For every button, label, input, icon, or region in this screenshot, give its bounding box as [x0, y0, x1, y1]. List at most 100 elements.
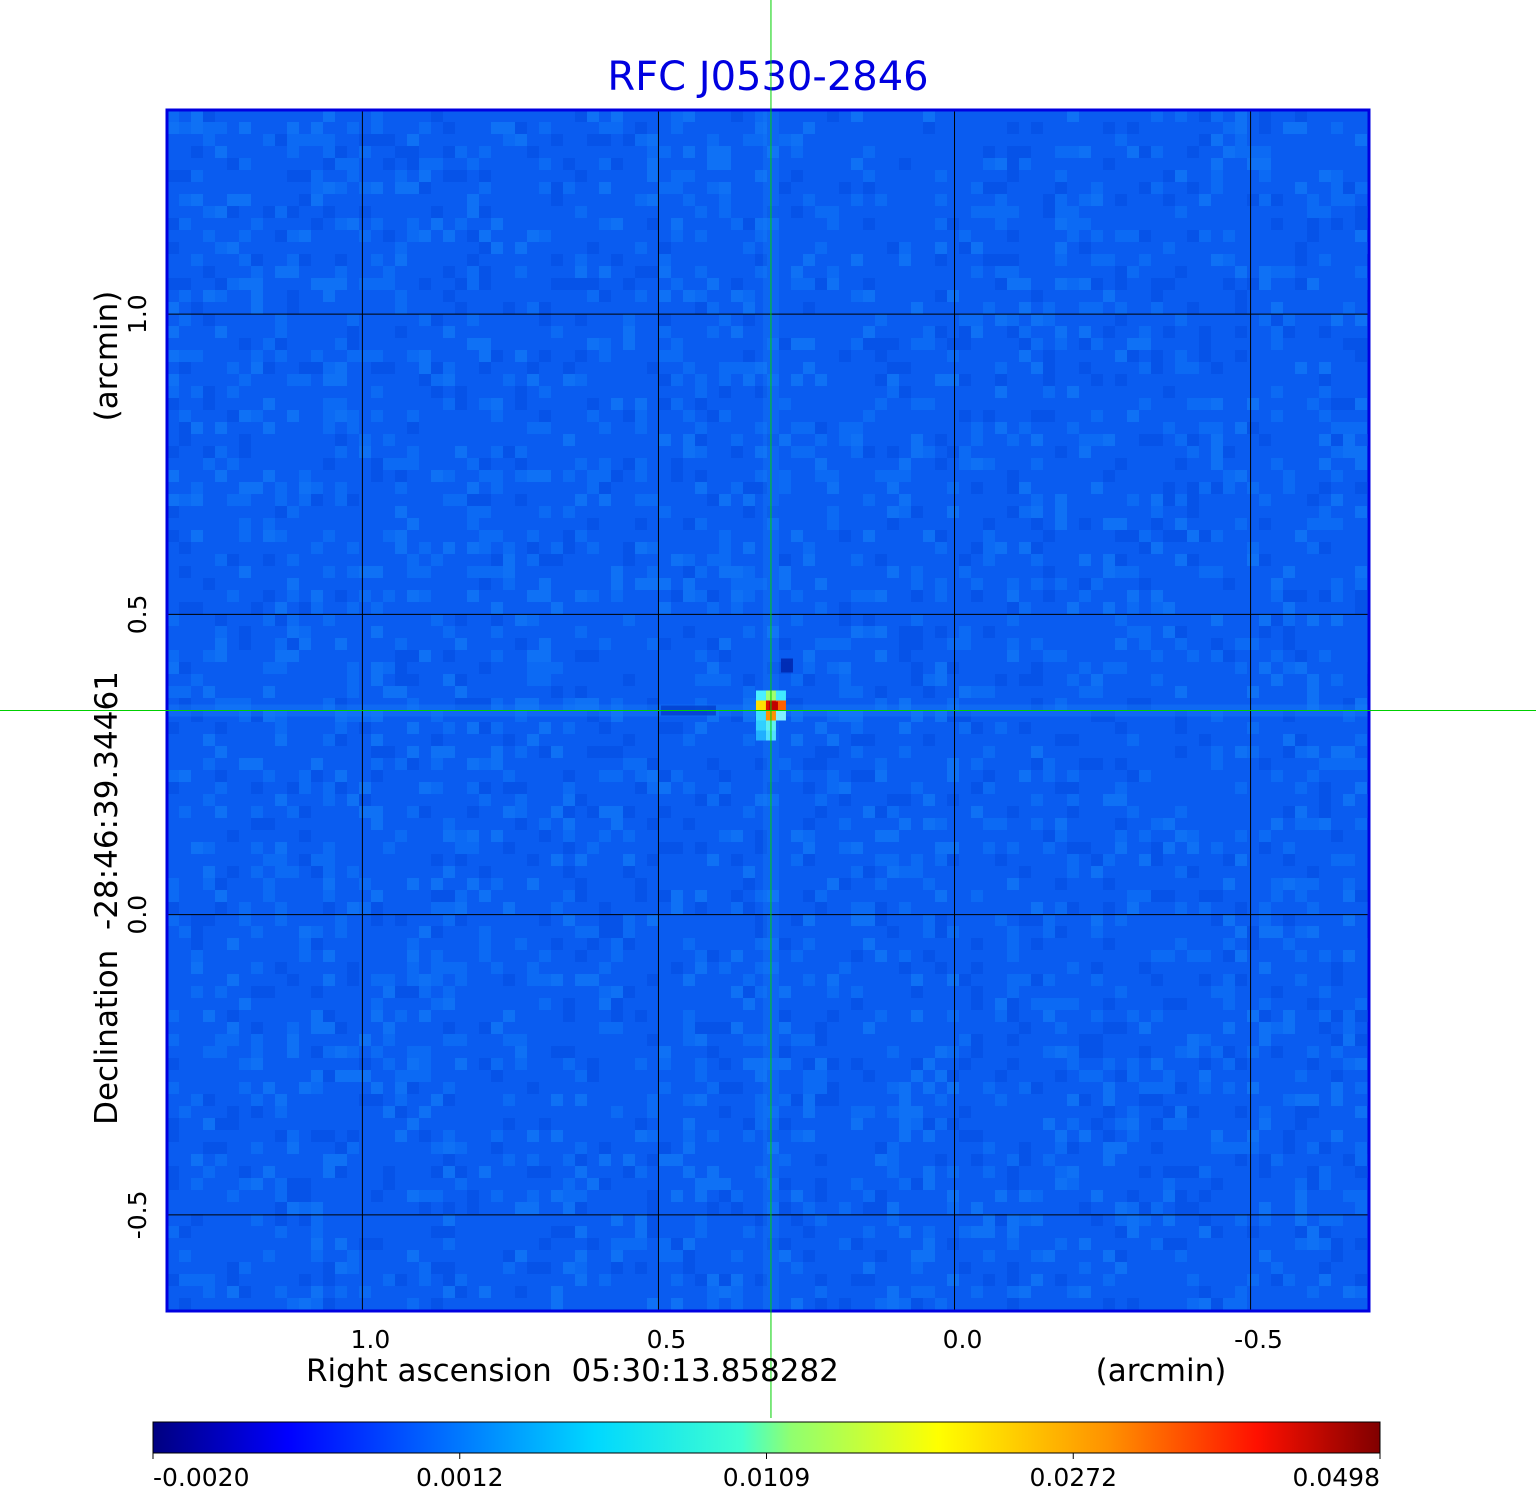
- noise-pixel: [767, 506, 779, 518]
- noise-pixel: [491, 746, 503, 758]
- noise-pixel: [455, 614, 467, 626]
- noise-pixel: [683, 170, 695, 182]
- noise-pixel: [227, 866, 239, 878]
- noise-pixel: [551, 134, 563, 146]
- noise-pixel: [551, 686, 563, 698]
- noise-pixel: [1355, 482, 1367, 494]
- noise-pixel: [287, 974, 299, 986]
- noise-pixel: [839, 1298, 851, 1310]
- noise-pixel: [815, 806, 827, 818]
- noise-pixel: [803, 1070, 815, 1082]
- noise-pixel: [299, 1190, 311, 1202]
- noise-pixel: [791, 266, 803, 278]
- noise-pixel: [875, 698, 887, 710]
- noise-pixel: [395, 1082, 407, 1094]
- noise-pixel: [275, 1202, 287, 1214]
- noise-pixel: [563, 1010, 575, 1022]
- noise-pixel: [527, 362, 539, 374]
- noise-pixel: [263, 854, 275, 866]
- noise-pixel: [443, 146, 455, 158]
- noise-pixel: [467, 158, 479, 170]
- noise-pixel: [539, 470, 551, 482]
- noise-pixel: [659, 1238, 671, 1250]
- noise-pixel: [359, 566, 371, 578]
- noise-pixel: [1151, 278, 1163, 290]
- noise-pixel: [1247, 158, 1259, 170]
- noise-pixel: [971, 1202, 983, 1214]
- noise-pixel: [383, 686, 395, 698]
- noise-pixel: [371, 1046, 383, 1058]
- noise-pixel: [383, 746, 395, 758]
- noise-pixel: [1307, 206, 1319, 218]
- noise-pixel: [347, 218, 359, 230]
- noise-pixel: [251, 218, 263, 230]
- noise-pixel: [899, 362, 911, 374]
- noise-pixel: [611, 1022, 623, 1034]
- noise-pixel: [479, 566, 491, 578]
- noise-pixel: [479, 1058, 491, 1070]
- noise-pixel: [443, 1202, 455, 1214]
- noise-pixel: [323, 1130, 335, 1142]
- noise-pixel: [755, 362, 767, 374]
- noise-pixel: [1355, 134, 1367, 146]
- noise-pixel: [1007, 326, 1019, 338]
- noise-pixel: [275, 650, 287, 662]
- noise-pixel: [983, 1274, 995, 1286]
- noise-pixel: [959, 374, 971, 386]
- noise-pixel: [1067, 1118, 1079, 1130]
- noise-pixel: [311, 182, 323, 194]
- noise-pixel: [227, 938, 239, 950]
- noise-pixel: [347, 1046, 359, 1058]
- noise-pixel: [731, 110, 743, 122]
- noise-pixel: [1127, 602, 1139, 614]
- noise-pixel: [1019, 1190, 1031, 1202]
- noise-pixel: [863, 530, 875, 542]
- noise-pixel: [647, 1202, 659, 1214]
- noise-pixel: [791, 950, 803, 962]
- noise-pixel: [851, 722, 863, 734]
- noise-pixel: [779, 1250, 791, 1262]
- noise-pixel: [803, 782, 815, 794]
- noise-pixel: [191, 122, 203, 134]
- noise-pixel: [467, 278, 479, 290]
- noise-pixel: [671, 470, 683, 482]
- noise-pixel: [659, 350, 671, 362]
- noise-pixel: [1307, 1058, 1319, 1070]
- noise-pixel: [1283, 1094, 1295, 1106]
- noise-pixel: [671, 398, 683, 410]
- noise-pixel: [1151, 1202, 1163, 1214]
- noise-pixel: [1031, 362, 1043, 374]
- noise-pixel: [1079, 1286, 1091, 1298]
- noise-pixel: [1259, 1118, 1271, 1130]
- noise-pixel: [923, 674, 935, 686]
- noise-pixel: [1223, 446, 1235, 458]
- noise-pixel: [419, 122, 431, 134]
- noise-pixel: [203, 122, 215, 134]
- noise-pixel: [695, 422, 707, 434]
- noise-pixel: [827, 266, 839, 278]
- noise-pixel: [275, 962, 287, 974]
- noise-pixel: [803, 1094, 815, 1106]
- noise-pixel: [1007, 638, 1019, 650]
- noise-pixel: [1055, 446, 1067, 458]
- noise-pixel: [947, 842, 959, 854]
- noise-pixel: [1139, 698, 1151, 710]
- noise-pixel: [467, 494, 479, 506]
- noise-pixel: [1235, 1154, 1247, 1166]
- noise-pixel: [599, 926, 611, 938]
- noise-pixel: [923, 794, 935, 806]
- noise-pixel: [1019, 302, 1031, 314]
- noise-pixel: [923, 446, 935, 458]
- noise-pixel: [911, 662, 923, 674]
- noise-pixel: [1319, 782, 1331, 794]
- noise-pixel: [407, 722, 419, 734]
- noise-pixel: [575, 314, 587, 326]
- noise-pixel: [407, 218, 419, 230]
- noise-pixel: [899, 962, 911, 974]
- noise-pixel: [887, 242, 899, 254]
- noise-pixel: [1295, 878, 1307, 890]
- noise-pixel: [1355, 314, 1367, 326]
- noise-pixel: [695, 590, 707, 602]
- noise-pixel: [719, 638, 731, 650]
- noise-pixel: [1091, 674, 1103, 686]
